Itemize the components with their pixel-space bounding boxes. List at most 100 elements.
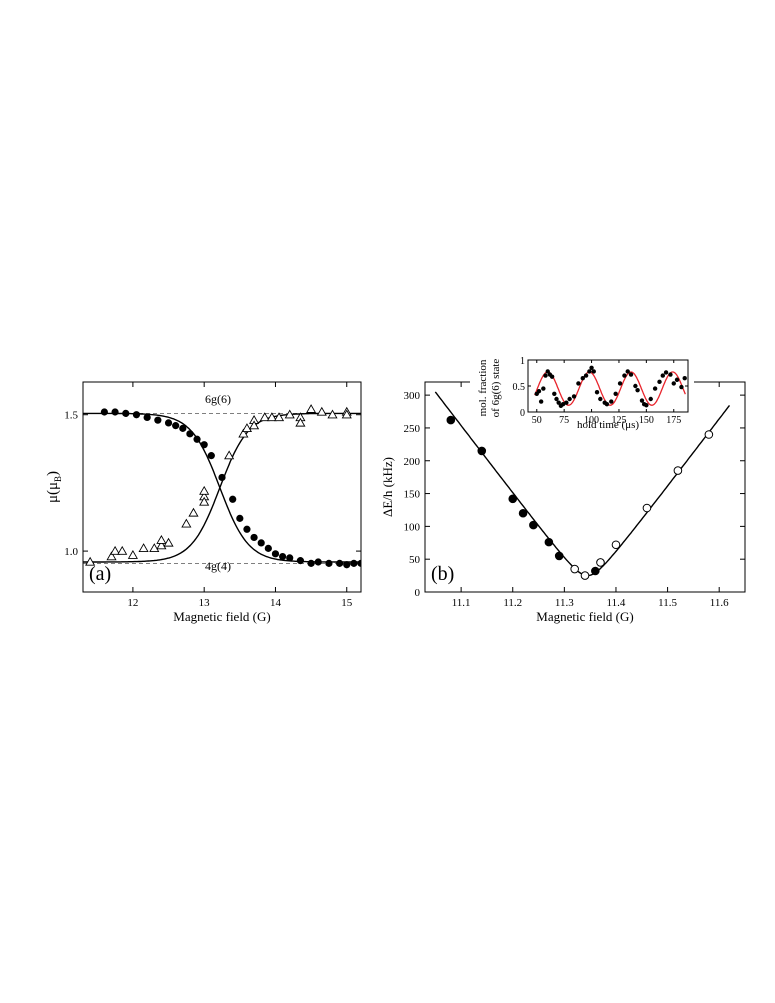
fit-curve-up bbox=[83, 412, 361, 563]
data-point-filled-circle bbox=[286, 554, 294, 562]
data-point-open-circle bbox=[570, 564, 579, 574]
inset-data-point bbox=[554, 396, 559, 402]
data-point-filled-circle bbox=[271, 550, 280, 558]
data-point-filled-circle bbox=[250, 533, 258, 542]
data-point-open-triangle bbox=[327, 409, 338, 419]
inset-data-point bbox=[580, 376, 585, 381]
inset-data-point bbox=[657, 379, 662, 385]
panel-b: 11.1 11.2 11.3 11.4 11.5 11.60501001502002503… bbox=[380, 352, 746, 624]
inset-data-point bbox=[583, 373, 589, 378]
data-point-open-triangle bbox=[188, 507, 199, 517]
data-point-filled-circle bbox=[296, 557, 305, 565]
panel-b-y-tick-label: 0 bbox=[415, 587, 421, 599]
data-point-filled-circle bbox=[172, 422, 180, 430]
inset-data-point bbox=[545, 369, 550, 374]
inset-y-axis-title-line2: of 6g(6) state bbox=[490, 359, 502, 418]
panel-b-y-tick-label: 200 bbox=[404, 456, 421, 468]
data-point-open-triangle bbox=[306, 404, 317, 413]
inset-data-point bbox=[639, 398, 645, 403]
inset-data-point bbox=[628, 372, 634, 377]
inset-data-point bbox=[633, 383, 638, 389]
inset-data-point bbox=[556, 400, 561, 405]
inset-data-point bbox=[543, 373, 548, 378]
inset-data-point bbox=[549, 374, 555, 379]
inset-data-point bbox=[591, 369, 596, 374]
inset-y-tick-label: 0.5 bbox=[513, 382, 526, 393]
inset-data-point bbox=[617, 381, 623, 386]
inset-y-tick-label: 0 bbox=[520, 408, 525, 419]
panel-b-label: (b) bbox=[431, 563, 454, 585]
inset-plot-content bbox=[534, 365, 687, 408]
data-point-open-triangle bbox=[238, 428, 249, 438]
panel-a-ticks: 12 13 14 15 1.0 1.5 bbox=[64, 382, 361, 609]
data-point-open-triangle bbox=[85, 556, 96, 566]
panel-b-ticks: 11.1 11.2 11.3 11.4 11.5 11.6 0 50 100 150 200 250 3… bbox=[404, 382, 745, 609]
data-point-filled-circle bbox=[529, 520, 538, 530]
panel-a-plot-content bbox=[83, 404, 361, 569]
data-point-filled-circle bbox=[193, 435, 201, 443]
panel-a-y-axis-title-sub: B bbox=[53, 476, 63, 482]
data-point-filled-circle bbox=[243, 525, 251, 533]
panel-b-plot-content bbox=[434, 391, 731, 580]
inset-data-point bbox=[552, 391, 557, 396]
panel-b-x-axis-title: Magnetic field (G) bbox=[536, 609, 633, 624]
panel-a-y-axis-title-close: ) bbox=[45, 471, 61, 476]
inset-x-tick-label: 175 bbox=[666, 415, 681, 426]
inset-data-point bbox=[635, 387, 640, 393]
data-point-filled-circle bbox=[264, 544, 272, 552]
data-point-open-triangle bbox=[149, 543, 160, 553]
data-point-filled-circle bbox=[508, 494, 518, 504]
inset-data-point bbox=[663, 370, 669, 375]
data-point-filled-circle bbox=[179, 424, 187, 432]
inset-x-tick-label: 75 bbox=[559, 415, 569, 426]
data-point-filled-circle bbox=[122, 409, 130, 417]
data-point-open-triangle bbox=[117, 545, 128, 555]
panel-a-x-tick-label: 14 bbox=[270, 597, 282, 609]
panel-b-y-tick-label: 100 bbox=[404, 521, 421, 533]
inset-ticks: 50 75 100 125 150 175 0 0.5 1 bbox=[513, 356, 688, 426]
panel-a-y-tick-label: 1.5 bbox=[64, 410, 78, 422]
inset-data-point bbox=[576, 381, 581, 386]
data-point-filled-circle bbox=[100, 408, 108, 416]
data-point-open-circle bbox=[704, 430, 714, 439]
data-point-open-triangle bbox=[259, 412, 270, 422]
panel-b-x-tick-label: 11.6 bbox=[710, 597, 729, 609]
inset-y-tick-label: 1 bbox=[520, 356, 525, 367]
data-point-filled-circle bbox=[186, 430, 194, 438]
panel-a-y-axis-title-base: μ(μ bbox=[45, 482, 61, 503]
panel-a-x-tick-label: 15 bbox=[341, 597, 353, 609]
inset-data-point bbox=[609, 399, 614, 404]
data-point-open-triangle bbox=[249, 420, 260, 430]
data-point-filled-circle bbox=[325, 559, 333, 567]
inset-data-point bbox=[571, 394, 577, 399]
inset-data-point bbox=[668, 372, 673, 377]
inset-data-point bbox=[564, 400, 569, 405]
inset-data-point bbox=[536, 389, 542, 394]
panel-b-y-tick-label: 300 bbox=[404, 390, 421, 402]
data-point-open-triangle bbox=[241, 423, 253, 433]
data-point-open-triangle bbox=[273, 412, 285, 422]
data-point-filled-circle bbox=[257, 539, 265, 547]
data-point-filled-circle bbox=[143, 413, 151, 422]
data-point-filled-circle bbox=[154, 416, 162, 424]
inset-data-point bbox=[589, 365, 594, 370]
data-point-open-triangle bbox=[138, 543, 149, 553]
inset-data-point bbox=[541, 386, 546, 391]
inset-data-point bbox=[560, 402, 566, 407]
data-point-filled-circle bbox=[314, 558, 322, 566]
panel-a-y-axis-title: μ(μB) bbox=[45, 471, 63, 503]
inset-data-point bbox=[567, 396, 572, 402]
panel-a-x-axis-title: Magnetic field (G) bbox=[173, 609, 270, 624]
data-point-open-triangle bbox=[181, 518, 192, 528]
inset-data-point bbox=[594, 390, 600, 395]
inset-data-point bbox=[613, 391, 618, 396]
data-point-open-triangle bbox=[295, 417, 306, 427]
panel-a: 12 13 14 15 1.0 1.5 (a) 6g(6) 4g(4) Magnetic … bbox=[45, 381, 362, 624]
data-point-open-triangle bbox=[199, 485, 210, 495]
panel-b-y-tick-label: 250 bbox=[404, 423, 421, 435]
panel-a-x-tick-label: 13 bbox=[199, 597, 211, 609]
panel-b-inset: 50 75 100 125 150 175 0 0.5 1 mol. fraction of 6… bbox=[470, 352, 694, 434]
panel-b-x-tick-label: 11.2 bbox=[503, 597, 522, 609]
panel-b-y-axis-title: ΔE/h (kHz) bbox=[380, 457, 395, 517]
